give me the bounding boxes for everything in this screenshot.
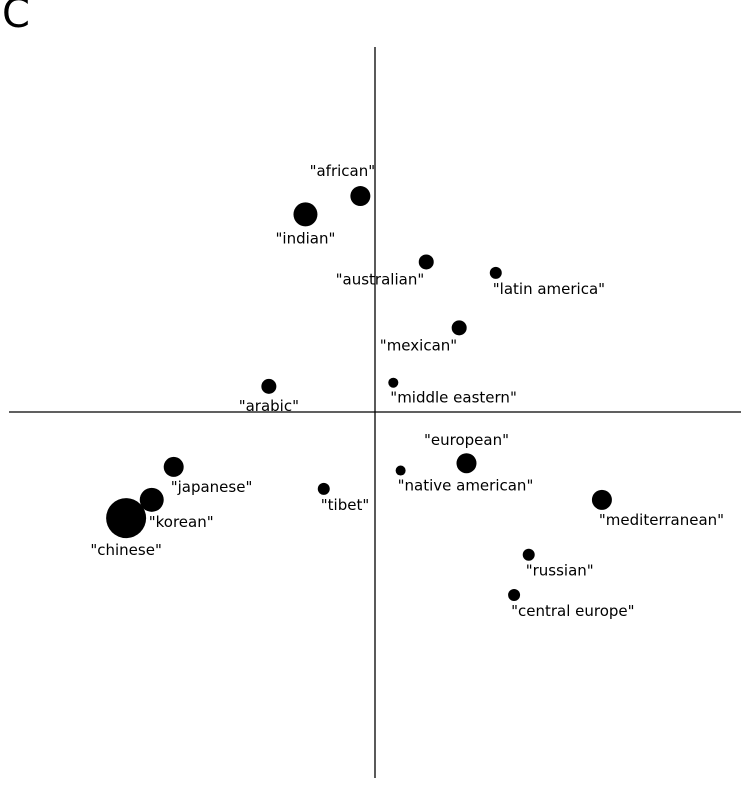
data-point	[388, 377, 399, 388]
data-point	[395, 465, 406, 476]
data-point	[293, 202, 318, 227]
point-label: "african"	[310, 162, 376, 180]
data-point	[418, 254, 434, 270]
data-point	[139, 487, 164, 512]
point-label: "australian"	[336, 270, 425, 288]
data-point	[261, 378, 277, 394]
data-point	[451, 320, 467, 336]
panel-label: C	[2, 0, 30, 37]
point-label: "latin america"	[493, 280, 605, 298]
data-point	[106, 498, 147, 539]
point-label: "central europe"	[511, 602, 634, 620]
point-label: "korean"	[149, 513, 214, 531]
point-label: "indian"	[276, 229, 336, 247]
point-label: "mexican"	[380, 336, 457, 354]
points-layer	[106, 186, 612, 601]
labels-layer: "african" "indian" "australian" "latin amer…	[90, 162, 724, 620]
data-point	[317, 482, 330, 495]
point-label: "arabic"	[239, 397, 299, 415]
point-label: "mediterranean"	[599, 511, 724, 529]
point-label: "tibet"	[321, 496, 369, 514]
point-label: "chinese"	[90, 541, 162, 559]
data-point	[163, 456, 184, 477]
data-point	[508, 589, 521, 601]
point-label: "european"	[424, 431, 509, 449]
point-label: "russian"	[526, 562, 594, 580]
point-label: "middle eastern"	[390, 389, 517, 407]
point-label: "native american"	[398, 477, 534, 495]
point-label: "japanese"	[171, 478, 253, 496]
data-point	[489, 266, 502, 279]
data-point	[350, 186, 371, 207]
data-point	[591, 489, 612, 510]
data-point	[456, 453, 477, 474]
data-point	[522, 548, 535, 561]
